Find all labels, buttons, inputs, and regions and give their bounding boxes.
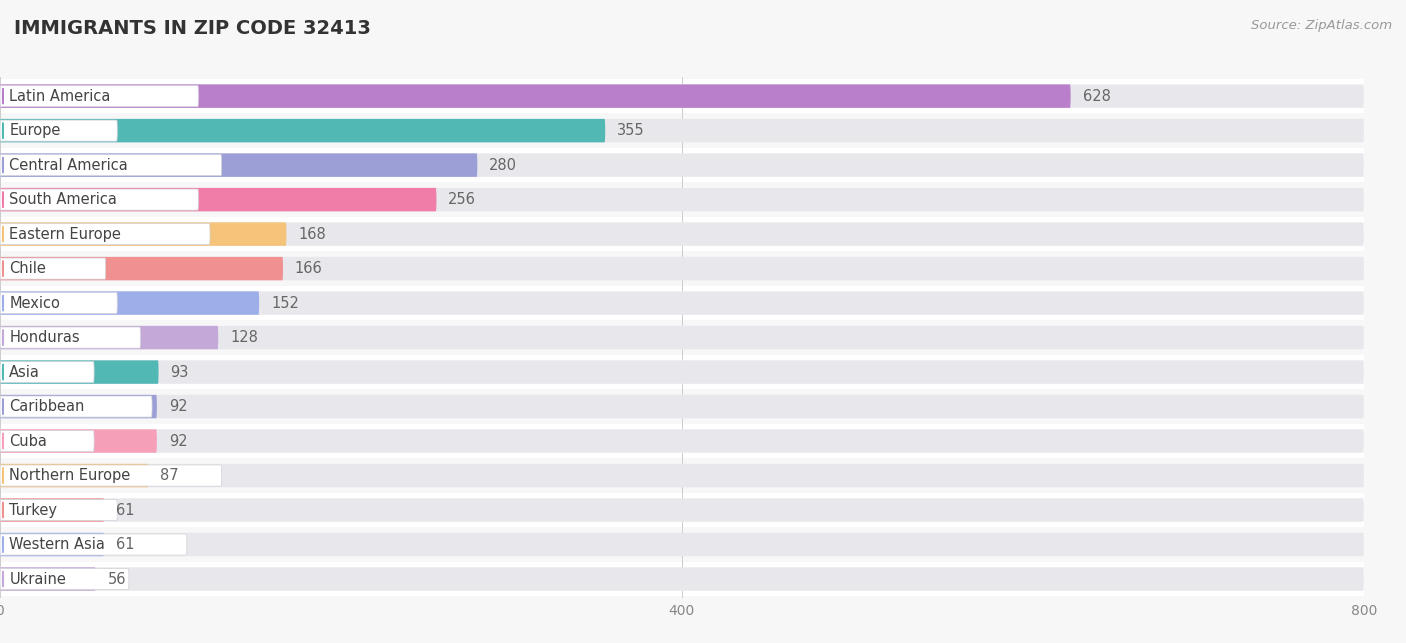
FancyBboxPatch shape — [0, 534, 187, 555]
FancyBboxPatch shape — [0, 465, 222, 486]
FancyBboxPatch shape — [0, 84, 1364, 108]
FancyBboxPatch shape — [0, 533, 104, 556]
Text: 280: 280 — [489, 158, 517, 172]
FancyBboxPatch shape — [0, 257, 1364, 280]
Text: 61: 61 — [115, 537, 135, 552]
Text: Source: ZipAtlas.com: Source: ZipAtlas.com — [1251, 19, 1392, 32]
Text: Eastern Europe: Eastern Europe — [10, 226, 121, 242]
Text: 92: 92 — [169, 399, 187, 414]
Text: IMMIGRANTS IN ZIP CODE 32413: IMMIGRANTS IN ZIP CODE 32413 — [14, 19, 371, 39]
FancyBboxPatch shape — [0, 361, 94, 383]
Text: South America: South America — [10, 192, 117, 207]
FancyBboxPatch shape — [0, 291, 259, 315]
FancyBboxPatch shape — [0, 113, 1398, 148]
Text: Northern Europe: Northern Europe — [10, 468, 131, 483]
FancyBboxPatch shape — [0, 119, 605, 142]
FancyBboxPatch shape — [0, 154, 222, 176]
FancyBboxPatch shape — [0, 568, 129, 590]
FancyBboxPatch shape — [0, 464, 1364, 487]
Text: Ukraine: Ukraine — [10, 572, 66, 586]
FancyBboxPatch shape — [0, 458, 1398, 493]
FancyBboxPatch shape — [0, 431, 94, 451]
FancyBboxPatch shape — [0, 430, 1364, 453]
FancyBboxPatch shape — [0, 148, 1398, 183]
Text: 168: 168 — [298, 226, 326, 242]
Text: 152: 152 — [271, 296, 299, 311]
FancyBboxPatch shape — [0, 326, 218, 349]
FancyBboxPatch shape — [0, 257, 283, 280]
Text: Europe: Europe — [10, 123, 60, 138]
FancyBboxPatch shape — [0, 258, 105, 279]
FancyBboxPatch shape — [0, 567, 96, 591]
Text: Mexico: Mexico — [10, 296, 60, 311]
FancyBboxPatch shape — [0, 188, 1364, 212]
FancyBboxPatch shape — [0, 286, 1398, 320]
FancyBboxPatch shape — [0, 154, 478, 177]
FancyBboxPatch shape — [0, 498, 1364, 521]
FancyBboxPatch shape — [0, 326, 1364, 349]
Text: 355: 355 — [617, 123, 645, 138]
FancyBboxPatch shape — [0, 395, 1364, 419]
Text: 93: 93 — [170, 365, 188, 379]
Text: 166: 166 — [295, 261, 322, 276]
FancyBboxPatch shape — [0, 327, 141, 348]
FancyBboxPatch shape — [0, 355, 1398, 389]
FancyBboxPatch shape — [0, 183, 1398, 217]
FancyBboxPatch shape — [0, 222, 1364, 246]
FancyBboxPatch shape — [0, 395, 157, 419]
FancyBboxPatch shape — [0, 293, 117, 314]
FancyBboxPatch shape — [0, 79, 1398, 113]
Text: Central America: Central America — [10, 158, 128, 172]
Text: 628: 628 — [1083, 89, 1111, 104]
Text: Cuba: Cuba — [10, 433, 48, 449]
FancyBboxPatch shape — [0, 464, 148, 487]
FancyBboxPatch shape — [0, 120, 117, 141]
FancyBboxPatch shape — [0, 84, 1070, 108]
FancyBboxPatch shape — [0, 424, 1398, 458]
FancyBboxPatch shape — [0, 291, 1364, 315]
Text: Honduras: Honduras — [10, 330, 80, 345]
FancyBboxPatch shape — [0, 154, 1364, 177]
Text: 87: 87 — [160, 468, 179, 483]
FancyBboxPatch shape — [0, 533, 1364, 556]
Text: 92: 92 — [169, 433, 187, 449]
FancyBboxPatch shape — [0, 562, 1398, 596]
FancyBboxPatch shape — [0, 86, 198, 107]
FancyBboxPatch shape — [0, 360, 1364, 384]
FancyBboxPatch shape — [0, 396, 152, 417]
FancyBboxPatch shape — [0, 320, 1398, 355]
Text: 56: 56 — [107, 572, 127, 586]
Text: Asia: Asia — [10, 365, 41, 379]
FancyBboxPatch shape — [0, 389, 1398, 424]
Text: 61: 61 — [115, 503, 135, 518]
FancyBboxPatch shape — [0, 498, 104, 521]
Text: Turkey: Turkey — [10, 503, 58, 518]
Text: 128: 128 — [231, 330, 259, 345]
FancyBboxPatch shape — [0, 251, 1398, 286]
Text: Western Asia: Western Asia — [10, 537, 105, 552]
FancyBboxPatch shape — [0, 527, 1398, 562]
FancyBboxPatch shape — [0, 188, 436, 212]
FancyBboxPatch shape — [0, 224, 209, 244]
FancyBboxPatch shape — [0, 360, 159, 384]
FancyBboxPatch shape — [0, 500, 117, 521]
FancyBboxPatch shape — [0, 222, 287, 246]
Text: Chile: Chile — [10, 261, 46, 276]
FancyBboxPatch shape — [0, 493, 1398, 527]
FancyBboxPatch shape — [0, 567, 1364, 591]
Text: Latin America: Latin America — [10, 89, 111, 104]
FancyBboxPatch shape — [0, 430, 157, 453]
FancyBboxPatch shape — [0, 217, 1398, 251]
FancyBboxPatch shape — [0, 189, 198, 210]
FancyBboxPatch shape — [0, 119, 1364, 142]
Text: 256: 256 — [449, 192, 477, 207]
Text: Caribbean: Caribbean — [10, 399, 84, 414]
